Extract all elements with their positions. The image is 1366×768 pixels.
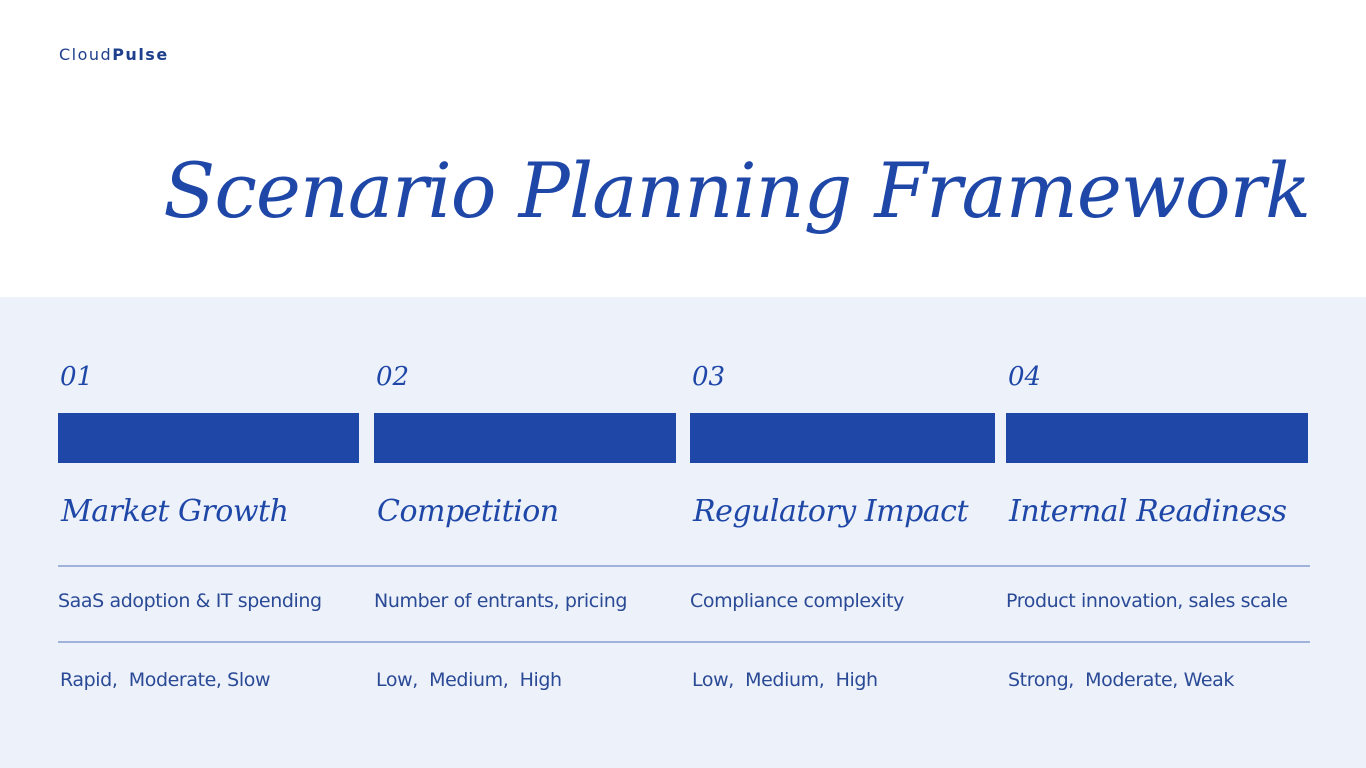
brand-light: Cloud	[59, 45, 113, 64]
column-bar	[374, 413, 676, 463]
slide-title: Scenario Planning Framework	[163, 146, 1311, 235]
column-number: 01	[60, 362, 94, 392]
divider	[58, 565, 1310, 567]
column-description: Number of entrants, pricing	[374, 590, 628, 612]
column-description: Product innovation, sales scale	[1006, 590, 1288, 612]
column-levels: Rapid, Moderate, Slow	[60, 669, 271, 691]
panel	[0, 297, 1366, 768]
column-description: SaaS adoption & IT spending	[58, 590, 322, 612]
column-number: 04	[1008, 362, 1042, 392]
brand-bold: Pulse	[112, 45, 169, 64]
column-label: Competition	[377, 494, 559, 529]
brand: CloudPulse	[59, 45, 169, 64]
column-bar	[58, 413, 359, 463]
column-label: Internal Readiness	[1009, 494, 1287, 529]
column-levels: Low, Medium, High	[376, 669, 562, 691]
column-levels: Strong, Moderate, Weak	[1008, 669, 1234, 691]
column-label: Market Growth	[61, 494, 289, 529]
column-number: 02	[376, 362, 410, 392]
column-bar	[1006, 413, 1308, 463]
column-levels: Low, Medium, High	[692, 669, 878, 691]
column-label: Regulatory Impact	[693, 494, 969, 529]
column-number: 03	[692, 362, 726, 392]
divider	[58, 641, 1310, 643]
column-bar	[690, 413, 995, 463]
column-description: Compliance complexity	[690, 590, 904, 612]
